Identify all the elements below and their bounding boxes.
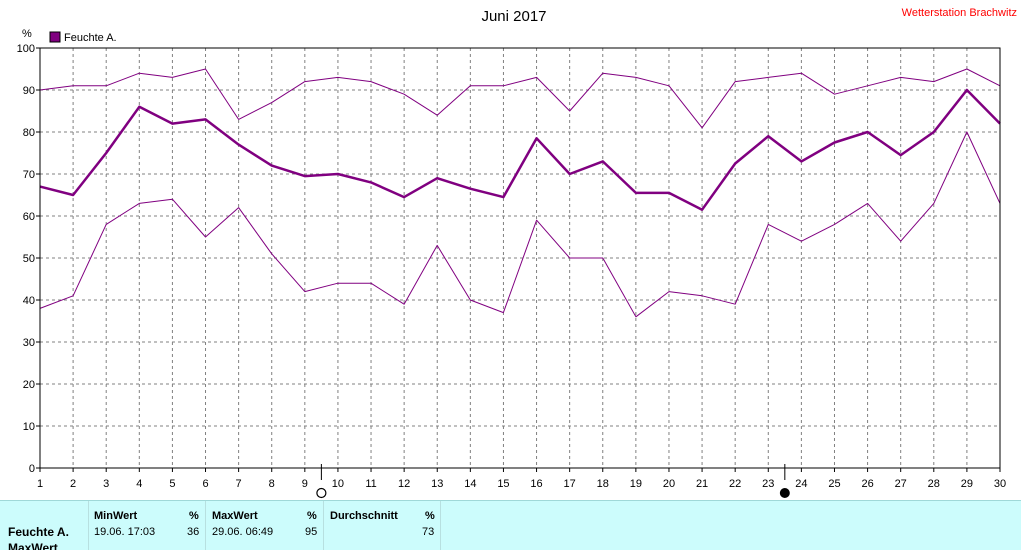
- x-tick-label: 22: [729, 478, 741, 490]
- min-header: MinWert: [94, 510, 138, 522]
- chart-title: Juni 2017: [481, 8, 546, 25]
- moon-markers: [316, 464, 790, 499]
- y-axis-unit: %: [22, 28, 32, 40]
- series-line-avg: [39, 88, 1001, 211]
- station-name: Wetterstation Brachwitz: [902, 7, 1017, 19]
- x-tick-label: 29: [961, 478, 973, 490]
- x-tick-label: 18: [597, 478, 609, 490]
- summary-row-label-2: MaxWert: [8, 541, 58, 550]
- min-value: 36: [187, 526, 200, 538]
- summary-avg-cell: Durchschnitt % 73: [324, 501, 441, 550]
- summary-row-label: Feuchte A.: [8, 525, 69, 539]
- y-ticks: 0 10 20 30 40 50 60 70 80 90 100: [17, 43, 40, 475]
- x-tick-label: 23: [762, 478, 774, 490]
- x-tick-label: 10: [332, 478, 344, 490]
- y-tick-label: 50: [23, 253, 35, 265]
- summary-min-cell: MinWert % 19.06. 17:03 36: [89, 501, 206, 550]
- legend-label: Feuchte A.: [64, 32, 117, 44]
- x-tick-label: 3: [103, 478, 109, 490]
- x-tick-label: 21: [696, 478, 708, 490]
- x-tick-label: 19: [630, 478, 642, 490]
- x-tick-label: 13: [431, 478, 443, 490]
- series-lines: [39, 68, 1001, 318]
- y-tick-label: 80: [23, 127, 35, 139]
- max-time: 29.06. 06:49: [212, 526, 274, 538]
- open-circle-icon: [316, 487, 327, 499]
- x-tick-label: 28: [928, 478, 940, 490]
- x-tick-label: 8: [269, 478, 275, 490]
- x-tick-label: 24: [795, 478, 807, 490]
- x-tick-label: 6: [202, 478, 208, 490]
- max-unit: %: [307, 510, 317, 522]
- series-line-max: [39, 68, 1001, 129]
- y-tick-label: 60: [23, 211, 35, 223]
- y-tick-label: 100: [17, 43, 35, 55]
- y-tick-label: 20: [23, 379, 35, 391]
- min-time: 19.06. 17:03: [94, 526, 156, 538]
- x-tick-label: 12: [398, 478, 410, 490]
- x-tick-label: 5: [169, 478, 175, 490]
- legend-swatch: [49, 31, 61, 43]
- x-tick-label: 2: [70, 478, 76, 490]
- max-header: MaxWert: [212, 510, 258, 522]
- y-tick-label: 70: [23, 169, 35, 181]
- x-tick-label: 9: [302, 478, 308, 490]
- x-tick-label: 4: [136, 478, 142, 490]
- avg-value: 73: [422, 526, 435, 538]
- min-unit: %: [189, 510, 199, 522]
- max-value: 95: [305, 526, 318, 538]
- grid: [40, 48, 1000, 468]
- series-line-min: [39, 131, 1001, 318]
- avg-header: Durchschnitt: [330, 510, 398, 522]
- x-tick-label: 26: [861, 478, 873, 490]
- x-tick-label: 17: [564, 478, 576, 490]
- x-ticks: 1 2 3 4 5 6 7 8 9 10 11 12 13 14 15 16 17 18 19 20 21 22 23 24 2…: [37, 468, 1006, 490]
- x-tick-label: 14: [464, 478, 476, 490]
- plot-frame: [39, 47, 1001, 469]
- y-tick-label: 90: [23, 85, 35, 97]
- summary-panel: Feuchte A. MaxWert MinWert % 19.06. 17:0…: [0, 500, 1021, 550]
- x-tick-label: 15: [497, 478, 509, 490]
- x-tick-label: 27: [895, 478, 907, 490]
- y-tick-label: 40: [23, 295, 35, 307]
- x-tick-label: 11: [365, 478, 376, 490]
- y-tick-label: 0: [29, 463, 35, 475]
- summary-max-cell: MaxWert % 29.06. 06:49 95: [206, 501, 324, 550]
- x-tick-label: 1: [37, 478, 43, 490]
- y-tick-label: 10: [23, 421, 35, 433]
- x-tick-label: 30: [994, 478, 1006, 490]
- y-tick-label: 30: [23, 337, 35, 349]
- x-tick-label: 16: [530, 478, 542, 490]
- x-tick-label: 25: [828, 478, 840, 490]
- x-tick-label: 20: [663, 478, 675, 490]
- humidity-chart: Juni 2017 Wetterstation Brachwitz % Feuc…: [17, 7, 1017, 499]
- x-tick-label: 7: [236, 478, 242, 490]
- avg-unit: %: [425, 510, 435, 522]
- filled-circle-icon: [779, 488, 790, 498]
- summary-label-cell: Feuchte A. MaxWert: [0, 501, 89, 550]
